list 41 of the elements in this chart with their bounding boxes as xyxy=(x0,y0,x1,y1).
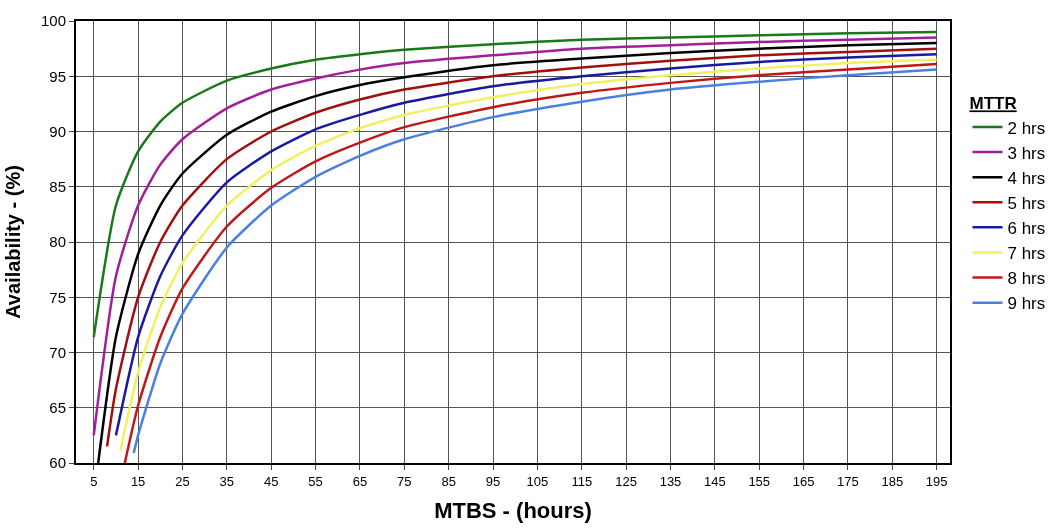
x-tick-label: 125 xyxy=(615,473,637,489)
x-tick-label: 5 xyxy=(90,473,98,489)
legend-title: MTTR xyxy=(969,94,1017,114)
legend-label: 4 hrs xyxy=(1007,168,1046,188)
x-tick-label: 135 xyxy=(659,473,682,489)
y-tick-label: 60 xyxy=(49,454,66,472)
x-tick-label: 165 xyxy=(792,473,815,489)
x-tick-label: 65 xyxy=(352,473,368,489)
y-tick-label: 75 xyxy=(49,288,66,306)
x-tick-label: 145 xyxy=(704,473,726,489)
legend-label: 6 hrs xyxy=(1007,218,1046,238)
x-tick-label: 85 xyxy=(441,473,456,489)
x-tick-label: 105 xyxy=(526,473,549,489)
x-tick-label: 175 xyxy=(837,473,859,489)
y-tick-label: 80 xyxy=(49,233,66,251)
y-axis-title: Availability - (%) xyxy=(1,165,24,319)
y-tick-label: 90 xyxy=(49,122,66,140)
legend-label: 2 hrs xyxy=(1007,118,1046,138)
x-tick-label: 25 xyxy=(175,473,190,489)
x-tick-label: 155 xyxy=(748,473,771,489)
x-tick-label: 75 xyxy=(397,473,412,489)
y-tick-label: 95 xyxy=(49,67,66,85)
legend-label: 5 hrs xyxy=(1007,193,1046,213)
x-tick-label: 95 xyxy=(485,473,501,489)
x-tick-label: 115 xyxy=(571,473,593,489)
y-tick-label: 70 xyxy=(49,343,66,361)
line-series xyxy=(92,30,938,339)
y-tick-label: 65 xyxy=(49,399,66,416)
legend-label: 9 hrs xyxy=(1007,294,1046,314)
x-tick-label: 15 xyxy=(130,473,146,489)
legend-label: 3 hrs xyxy=(1007,143,1046,163)
x-tick-label: 45 xyxy=(263,473,279,489)
legend-label: 7 hrs xyxy=(1007,244,1046,264)
y-tick-label: 100 xyxy=(40,12,66,30)
x-tick-label: 195 xyxy=(925,473,948,489)
x-tick-label: 55 xyxy=(308,473,323,489)
legend-label: 8 hrs xyxy=(1007,269,1046,289)
x-tick-label: 185 xyxy=(881,473,904,489)
y-tick-label: 85 xyxy=(49,178,66,195)
x-tick-label: 35 xyxy=(219,473,235,489)
x-axis-title: MTBS - (hours) xyxy=(434,498,592,523)
